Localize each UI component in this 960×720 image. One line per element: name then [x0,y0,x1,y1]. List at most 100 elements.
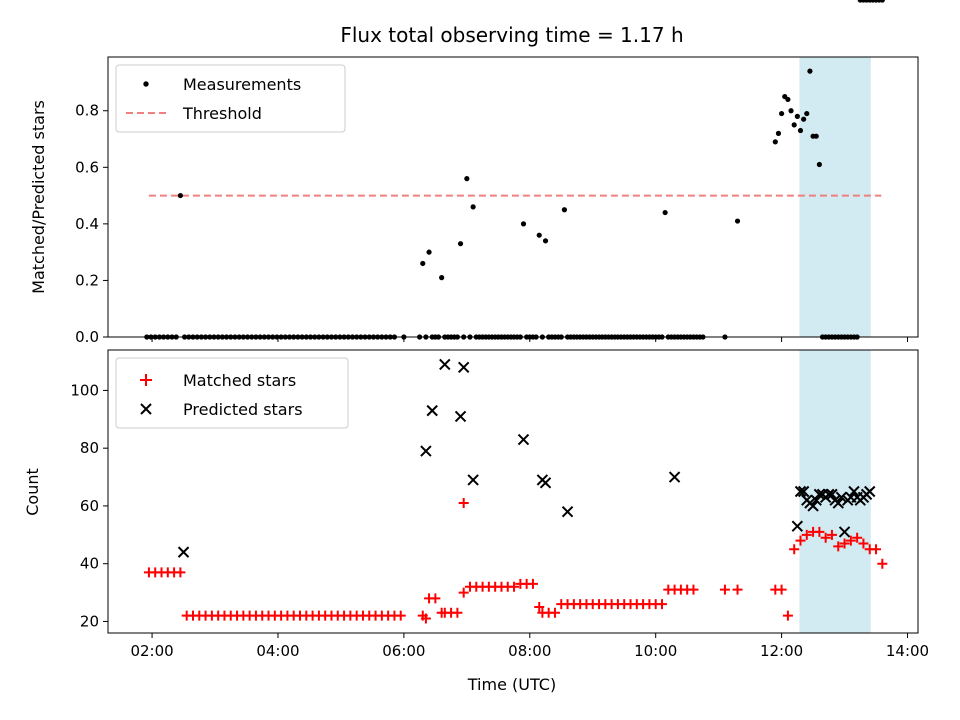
bottom-panel: 20 40 60 80 100 02:00 04:00 06:00 08:00 10:00 12:… [23,349,929,694]
matched-stars-point [656,599,667,610]
bottom-panel-marks [143,358,888,624]
predicted-stars-point [439,358,451,371]
legend-predicted-label: Predicted stars [183,400,303,419]
top-panel-frame [107,56,919,338]
matched-stars-point [509,581,520,592]
top-y-axis-label: Matched/Predicted stars [29,100,48,294]
chart-title: Flux total observing time = 1.17 h [340,23,683,47]
matched-stars-point [877,558,888,569]
legend-top: Measurements Threshold [115,64,346,133]
matched-stars-point [776,584,787,595]
predicted-stars-point [797,485,810,498]
x-axis-label: Time (UTC) [467,675,556,694]
measurement-point [439,275,445,281]
measurement-point [879,0,885,3]
legend-measurements-marker [143,81,149,87]
matched-stars-point [395,610,406,621]
matched-stars-point [458,587,469,598]
y-tick-label: 80 [80,439,99,457]
predicted-stars-point [832,497,844,509]
matched-stars-point [789,544,800,555]
predicted-stars-point [864,485,876,498]
top-panel-y-ticks: 0.0 0.2 0.4 0.6 0.8 [75,102,108,346]
matched-stars-point [852,532,863,543]
y-tick-label: 20 [80,612,99,630]
y-tick-label: 40 [80,555,99,573]
measurement-point [464,176,470,182]
predicted-stars-point [467,474,479,486]
legend-matched-label: Matched stars [183,371,296,390]
matched-stars-point [801,529,812,540]
measurement-point [807,68,813,74]
predicted-stars-point [420,445,432,457]
measurement-point [561,207,568,213]
matched-stars-point [452,607,463,618]
matched-stars-point [858,538,869,549]
matched-stars-point [826,529,837,540]
legend-predicted-marker [140,403,152,415]
measurement-point [801,116,807,122]
y-tick-label: 0.6 [75,158,99,176]
matched-stars-point [833,541,844,552]
y-tick-label: 100 [70,381,99,399]
matched-stars-point [458,498,469,509]
matched-stars-point [175,567,186,578]
y-tick-label: 0.0 [75,328,99,346]
measurement-point [775,130,782,136]
bottom-panel-frame [107,349,919,634]
legend-top-frame [115,64,346,133]
matched-stars-point [527,578,538,589]
y-tick-label: 0.2 [75,271,99,289]
predicted-stars-point [517,433,530,446]
legend-measurements-label: Measurements [183,75,301,94]
predicted-stars-point [838,526,851,538]
matched-stars-point [782,610,793,621]
x-tick-label: 14:00 [886,642,929,660]
bottom-panel-x-ticks: 02:00 04:00 06:00 08:00 10:00 12:00 14:00 [130,633,929,660]
measurement-point [772,139,778,145]
measurement-point [785,96,791,103]
predicted-stars-point [668,471,681,483]
predicted-stars-point [794,485,807,498]
matched-stars-point [688,584,699,595]
matched-stars-point [795,535,806,546]
legend-matched-marker [140,374,152,386]
measurement-point [813,133,819,139]
predicted-stars-point [813,488,826,501]
matched-stars-point [732,584,743,595]
measurement-point [788,108,794,114]
x-tick-label: 08:00 [508,642,551,660]
bottom-panel-y-ticks: 20 40 60 80 100 [70,381,108,630]
measurement-point [177,192,183,199]
y-tick-label: 60 [80,497,99,515]
matched-stars-point [534,602,545,613]
measurement-point [734,218,741,224]
matched-stars-point [549,607,560,618]
measurement-point [804,110,810,117]
y-tick-label: 0.4 [75,215,99,233]
predicted-stars-point [835,491,848,503]
measurement-point [794,113,800,119]
matched-stars-point [845,535,856,546]
measurement-point [791,122,797,128]
measurement-point [779,110,785,117]
predicted-stars-point [539,477,552,489]
matched-stars-point [420,613,431,624]
top-panel-marks [144,0,885,340]
predicted-stars-point [791,520,804,532]
matched-stars-point [820,532,831,543]
bottom-y-axis-label: Count [23,468,42,516]
x-tick-label: 06:00 [382,642,425,660]
predicted-stars-point [807,500,819,512]
x-tick-label: 10:00 [634,642,677,660]
measurement-point [536,232,542,238]
measurement-point [542,238,549,244]
predicted-stars-point [826,488,838,501]
x-tick-label: 02:00 [130,642,173,660]
matched-stars-point [814,526,825,537]
measurement-point [426,249,432,255]
predicted-stars-point [426,404,438,417]
measurement-point [797,127,804,134]
measurement-point [662,209,668,216]
